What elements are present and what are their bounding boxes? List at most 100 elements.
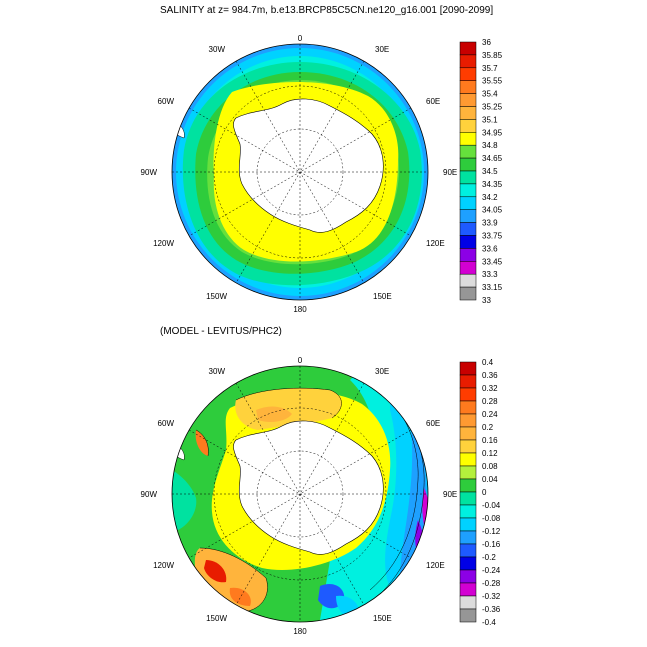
colorbar-label: 0.2 [482,423,494,432]
longitude-label-nnw: 30W [209,367,226,376]
colorbar-label: 0.28 [482,397,498,406]
colorbar-label: 33.45 [482,257,503,266]
colorbar-swatch [459,543,477,558]
colorbar-label: 0 [482,488,487,497]
longitude-label-wnw: 60W [158,419,175,428]
colorbar-label: -0.32 [482,592,501,601]
colorbar-label: 0.32 [482,384,498,393]
panel2-colorbar: 0.4 0.36 0.32 0.28 0.24 0.2 0.16 0.12 0.08 0.04 0 -… [459,358,501,627]
colorbar-label: 0.12 [482,449,498,458]
colorbar-label: 35.25 [482,103,503,112]
longitude-label-ese: 120E [426,561,445,570]
colorbar-label: -0.16 [482,540,501,549]
colorbar-swatch [459,235,477,249]
longitude-label-top: 0 [298,34,303,43]
panel1-map [171,43,429,301]
colorbar-label: 34.5 [482,167,498,176]
colorbar-swatch [459,157,477,172]
colorbar-label: 33 [482,296,491,305]
colorbar-swatch [459,183,477,198]
colorbar-label: 0.08 [482,462,498,471]
longitude-label-nnw: 30W [209,45,226,54]
colorbar-swatch [459,93,477,107]
colorbar-swatch [459,582,477,597]
colorbar-swatch [459,569,477,584]
colorbar-label: 36 [482,38,491,47]
panel1-title: SALINITY at z= 984.7m, b.e13.BRCP85C5CN.… [160,5,494,16]
colorbar-label: 0.16 [482,436,498,445]
colorbar-swatch [459,504,477,519]
longitude-label-ene: 60E [426,419,440,428]
colorbar-label: 33.9 [482,219,498,228]
colorbar-label: 33.6 [482,244,498,253]
colorbar-swatch [459,261,477,275]
colorbar-swatch [459,465,477,480]
longitude-label-bottom: 180 [293,305,307,314]
colorbar-label: -0.24 [482,566,501,575]
colorbar-label: 34.8 [482,141,498,150]
longitude-label-nne: 30E [375,367,389,376]
panel2-map [171,365,429,623]
colorbar-label: 35.7 [482,64,498,73]
colorbar-swatch [459,170,477,185]
colorbar-label: 35.55 [482,77,503,86]
panel1-colorbar: 36 35.85 35.7 35.55 35.4 35.25 35.1 34.95 34.8 34… [459,38,503,305]
colorbar-swatch [459,67,477,81]
colorbar-swatch [459,54,477,69]
colorbar-label: 33.15 [482,283,503,292]
colorbar-swatch [459,530,477,545]
colorbar-label: 0.04 [482,475,498,484]
colorbar-label: 34.2 [482,193,498,202]
longitude-label-sse: 150E [373,292,392,301]
longitude-label-wsw: 120W [153,239,174,248]
colorbar-swatch [459,361,477,376]
colorbar-label: 33.75 [482,232,503,241]
colorbar-label: 0.36 [482,371,498,380]
longitude-label-west: 90W [141,168,158,177]
colorbar-swatch [459,41,477,56]
colorbar-swatch [459,595,477,610]
colorbar-swatch [459,556,477,571]
colorbar-label: -0.28 [482,579,501,588]
colorbar-label: 35.1 [482,115,498,124]
colorbar-swatch [459,196,477,210]
colorbar-swatch [459,439,477,454]
colorbar-label: 34.05 [482,206,503,215]
colorbar-swatch [459,248,477,262]
colorbar-label: -0.4 [482,618,496,627]
longitude-label-west: 90W [141,490,158,499]
colorbar-label: -0.04 [482,501,501,510]
colorbar-swatch [459,106,477,120]
colorbar-swatch [459,374,477,389]
colorbar-swatch [459,517,477,532]
longitude-label-wnw: 60W [158,97,175,106]
longitude-label-wsw: 120W [153,561,174,570]
longitude-label-ene: 60E [426,97,440,106]
colorbar-swatch [459,478,477,493]
colorbar-label: 34.35 [482,180,503,189]
longitude-label-ssw: 150W [206,292,227,301]
colorbar-swatch [459,132,477,146]
colorbar-label: -0.08 [482,514,501,523]
colorbar-label: 34.95 [482,128,503,137]
colorbar-swatch [459,273,477,288]
panel1-longitude-labels: 0 30E 30W 60E 60W 90E 90W 120E 120W 150E 150W 180 [141,34,458,314]
colorbar-label: 34.65 [482,154,503,163]
colorbar-label: -0.12 [482,527,501,536]
colorbar-swatch [459,491,477,506]
colorbar-label: 33.3 [482,270,498,279]
colorbar-swatch [459,119,477,133]
colorbar-swatch [459,608,477,623]
longitude-label-ssw: 150W [206,614,227,623]
longitude-label-east: 90E [443,168,457,177]
longitude-label-bottom: 180 [293,627,307,636]
panel2-title: (MODEL - LEVITUS/PHC2) [160,326,282,337]
colorbar-label: 35.85 [482,51,503,60]
colorbar-swatch [459,222,477,236]
colorbar-swatch [459,387,477,402]
colorbar-swatch [459,452,477,467]
longitude-label-nne: 30E [375,45,389,54]
longitude-label-sse: 150E [373,614,392,623]
longitude-label-east: 90E [443,490,457,499]
